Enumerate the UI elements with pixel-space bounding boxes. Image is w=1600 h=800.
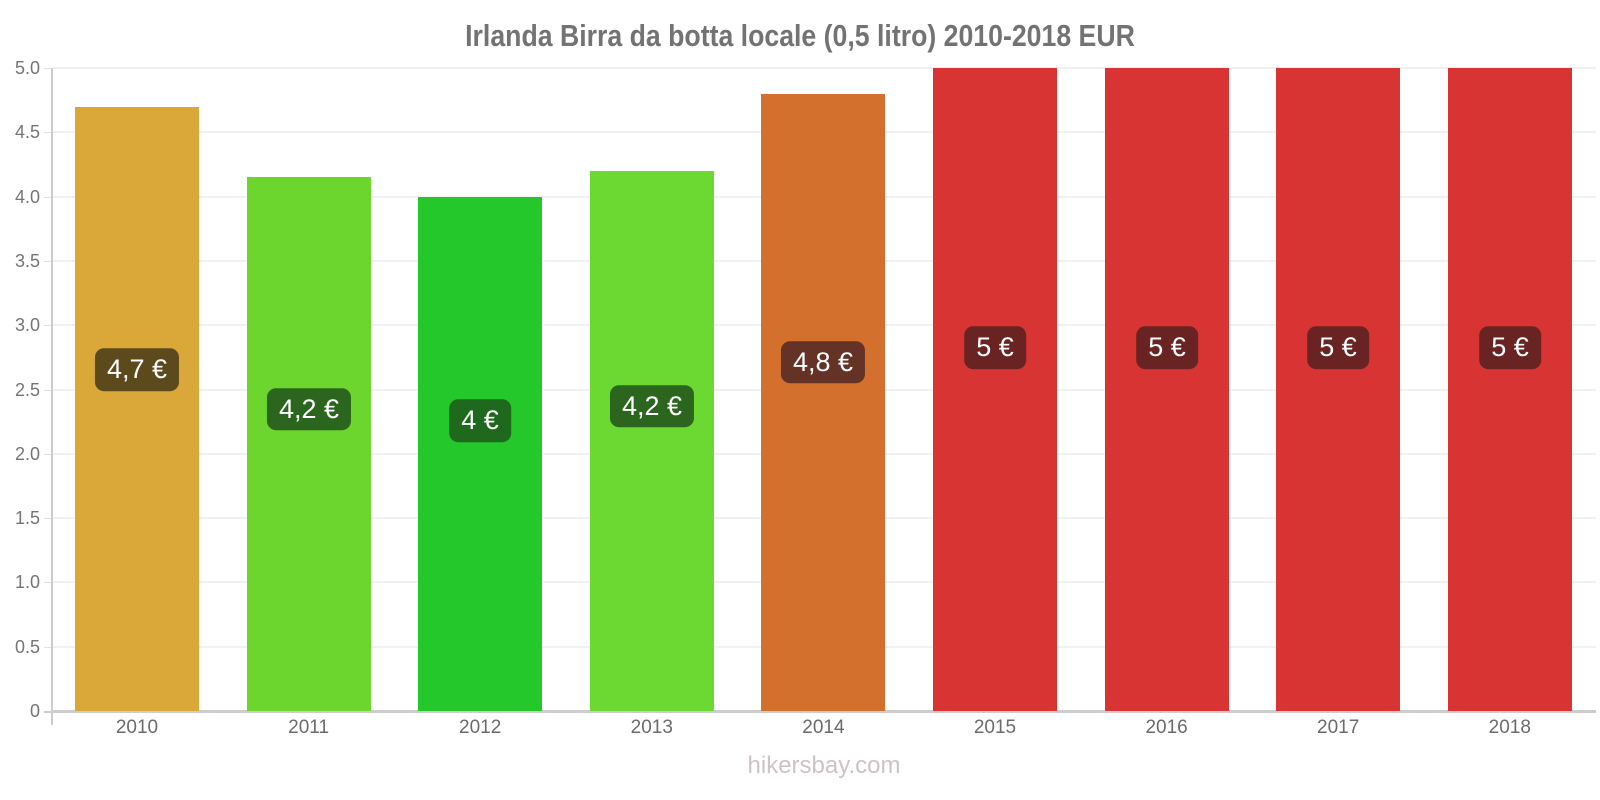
x-axis-label-2013: 2013 xyxy=(630,717,673,738)
y-axis-tick-label: 5.0 xyxy=(14,58,40,78)
bar-value-label: 4,2 € xyxy=(609,384,695,428)
y-axis-tick-label: 4.5 xyxy=(14,122,40,143)
y-axis-tick xyxy=(44,453,51,455)
bar-value-label: 4,2 € xyxy=(266,388,352,431)
y-axis-tick-label: 0.5 xyxy=(14,636,40,657)
y-axis-tick-label: 2.0 xyxy=(14,443,40,464)
y-axis-tick xyxy=(44,518,51,520)
y-axis-tick xyxy=(44,325,51,327)
bar-2010: 4,7 € xyxy=(75,107,199,711)
bar-value-label: 4,7 € xyxy=(94,348,180,391)
y-axis-tick xyxy=(44,196,51,198)
bar-value-label: 4,8 € xyxy=(780,341,866,384)
y-axis-tick-label: 3.0 xyxy=(14,315,40,336)
bar-value-label: 5 € xyxy=(1479,326,1541,369)
y-axis-tick xyxy=(44,68,51,69)
x-axis-label-2018: 2018 xyxy=(1488,717,1531,738)
x-axis-label-2012: 2012 xyxy=(459,717,502,738)
bar-2015: 5 € xyxy=(933,68,1057,711)
bar-2011: 4,2 € xyxy=(247,177,371,711)
y-axis-tick-label: 1.5 xyxy=(14,508,40,529)
y-axis-tick-label: 0 xyxy=(29,701,40,721)
x-axis-label-2011: 2011 xyxy=(288,717,330,738)
y-axis-tick xyxy=(44,582,51,584)
y-axis-tick-label: 2.5 xyxy=(14,379,40,400)
y-axis-line xyxy=(51,68,53,725)
y-axis-tick xyxy=(44,260,51,262)
footer-watermark: hikersbay.com xyxy=(747,752,901,779)
y-axis-tick-label: 1.0 xyxy=(14,572,40,593)
bar-value-label: 5 € xyxy=(964,326,1026,369)
x-axis-label-2016: 2016 xyxy=(1145,717,1188,738)
bar-2012: 4 € xyxy=(418,197,542,711)
bar-value-label: 5 € xyxy=(1136,326,1198,369)
chart-title: Irlanda Birra da botta locale (0,5 litro… xyxy=(465,18,1135,53)
bar-2018: 5 € xyxy=(1448,68,1572,711)
bar-value-label: 4 € xyxy=(449,399,511,442)
x-axis-label-2017: 2017 xyxy=(1317,717,1360,738)
bar-value-label: 5 € xyxy=(1307,326,1369,369)
y-axis-tick xyxy=(44,711,51,713)
y-axis-tick-label: 4.0 xyxy=(14,186,40,207)
bar-2016: 5 € xyxy=(1105,68,1229,711)
gridline xyxy=(53,67,1596,69)
x-axis-label-2014: 2014 xyxy=(802,717,845,738)
x-axis-label-2015: 2015 xyxy=(973,717,1017,738)
x-axis-label-2010: 2010 xyxy=(115,717,159,738)
y-axis-tick xyxy=(44,389,51,391)
y-axis-tick-label: 3.5 xyxy=(14,250,40,271)
bar-2014: 4,8 € xyxy=(761,94,885,711)
bar-2013: 4,2 € xyxy=(590,171,714,711)
bar-2017: 5 € xyxy=(1276,68,1400,711)
x-axis-line xyxy=(51,710,1596,713)
y-axis-tick xyxy=(44,132,51,134)
y-axis-tick xyxy=(44,646,51,648)
